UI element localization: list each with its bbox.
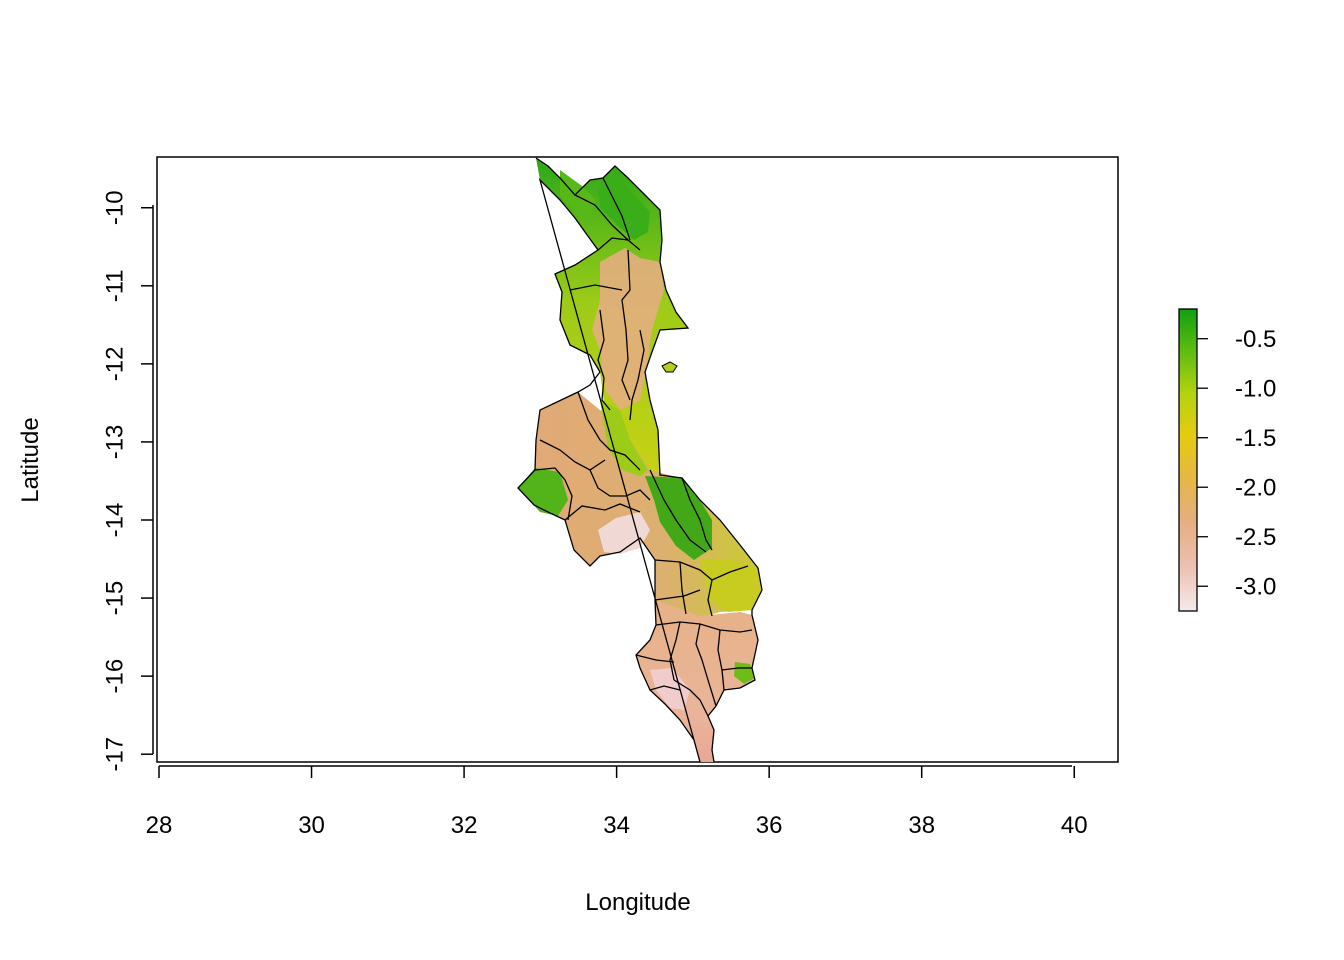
boundary-s5 (635, 654, 675, 663)
boundary-s6 (721, 667, 752, 671)
boundary-s7 (673, 679, 709, 717)
boundary-s8 (649, 685, 681, 691)
lakeshore-north (598, 170, 650, 240)
x-tick-label: 38 (908, 812, 935, 839)
island (661, 361, 678, 373)
legend-tick-label: -3.0 (1235, 574, 1276, 601)
district-boundaries (517, 157, 763, 762)
boundary-c7 (681, 477, 713, 551)
legend: -0.5 -1.0 -1.5 -2.0 -2.5 -3.0 (1178, 308, 1276, 612)
legend-tick-label: -2.0 (1235, 475, 1276, 502)
y-tick-label: -10 (101, 190, 128, 225)
y-tick-label: -17 (101, 737, 128, 772)
south-pale (650, 668, 690, 710)
x-axis: 28 30 32 34 36 38 40 (146, 765, 1088, 839)
plot-frame (156, 156, 1119, 763)
boundary-c3 (534, 467, 573, 521)
boundary-c8 (654, 559, 713, 581)
boundary-c2 (539, 439, 606, 471)
boundary-n4 (621, 249, 631, 401)
legend-tick-label: -1.5 (1235, 425, 1276, 452)
x-tick-label: 32 (451, 812, 478, 839)
lakeshore-north-2 (560, 170, 596, 220)
y-axis: -10 -11 -12 -13 -14 -15 -16 -17 (101, 190, 154, 772)
boundary-c10 (679, 561, 687, 615)
boundary-c5 (564, 503, 641, 521)
legend-color-bar (1178, 308, 1198, 612)
boundary-s1 (655, 621, 753, 633)
legend-tick-label: -1.0 (1235, 376, 1276, 403)
y-tick-label: -11 (101, 269, 128, 302)
lakeshore-central (645, 476, 712, 560)
boundary-n1 (574, 194, 641, 251)
boundary-c4 (589, 469, 651, 501)
y-tick-label: -16 (101, 659, 128, 694)
boundary-n7 (629, 329, 645, 421)
boundary-s4 (717, 629, 725, 691)
x-tick-label: 34 (603, 812, 630, 839)
x-tick-label: 30 (298, 812, 325, 839)
boundary-n5 (569, 284, 623, 291)
boundary-c12 (654, 589, 701, 601)
y-tick-label: -12 (101, 347, 128, 382)
boundary-s3 (695, 623, 717, 707)
x-axis-title: Longitude (585, 889, 690, 916)
western-green (518, 468, 568, 516)
boundary-c6 (649, 469, 707, 553)
y-tick-label: -14 (101, 503, 128, 538)
boundary-n6 (597, 309, 611, 411)
x-tick-label: 36 (756, 812, 783, 839)
x-tick-label: 28 (146, 812, 173, 839)
legend-tick-label: -2.5 (1235, 524, 1276, 551)
boundary-n3 (602, 177, 631, 241)
x-tick-label: 40 (1061, 812, 1088, 839)
boundary-c9 (711, 565, 749, 581)
raster-layer (518, 158, 762, 762)
boundary-s2 (669, 621, 681, 681)
boundary-n2 (597, 237, 629, 251)
y-tick-label: -13 (101, 425, 128, 460)
y-tick-label: -15 (101, 581, 128, 616)
country-outline (517, 157, 763, 762)
boundary-c1 (577, 391, 641, 471)
boundary-c11 (707, 579, 713, 617)
central-green-strip (600, 400, 648, 476)
y-axis-title: Latitude (17, 417, 44, 502)
legend-tick-label: -0.5 (1235, 326, 1276, 353)
low-valley (598, 512, 650, 554)
east-central-yellow (700, 560, 762, 612)
